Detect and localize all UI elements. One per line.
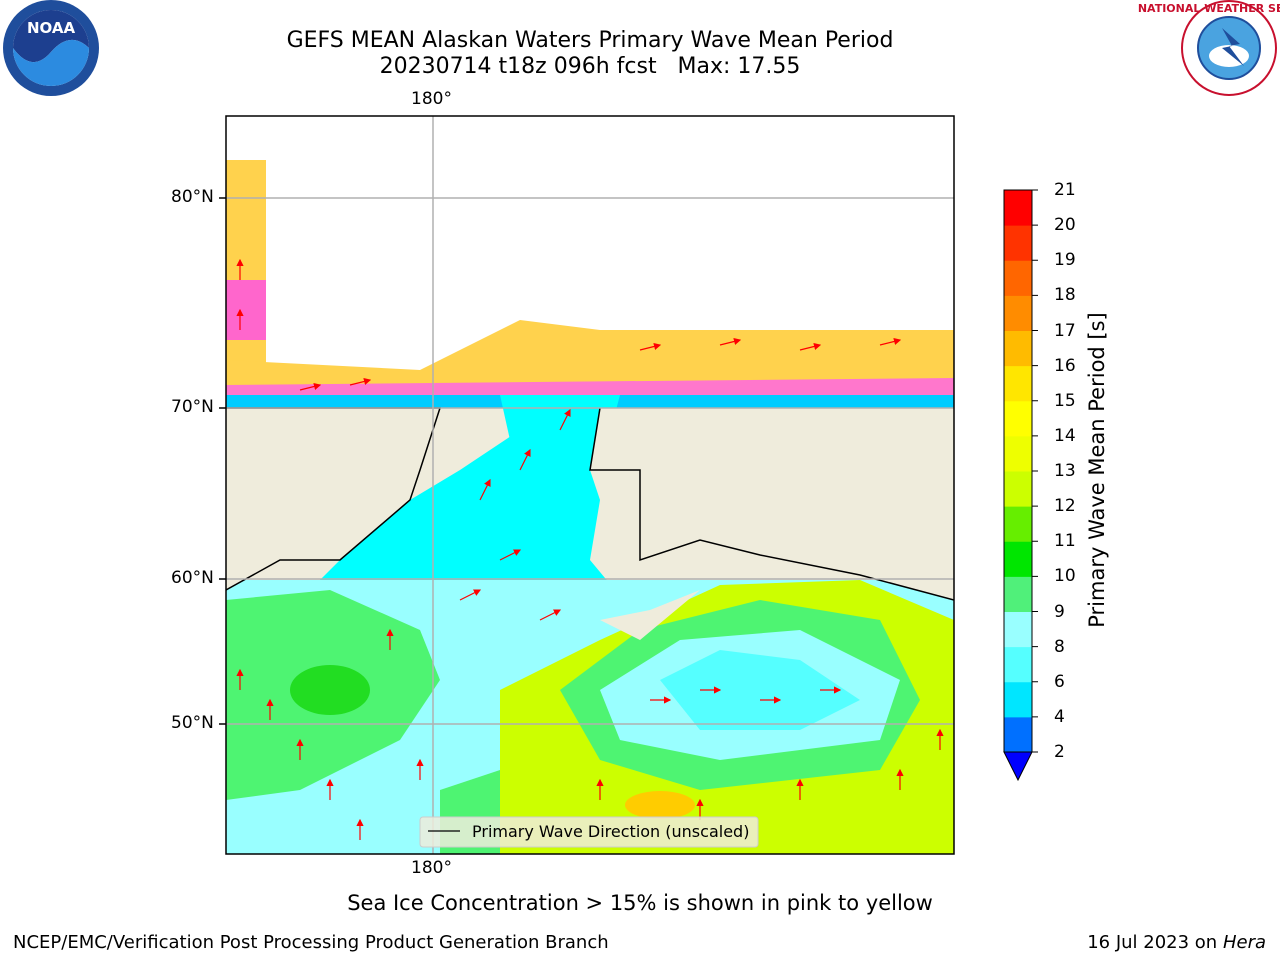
colorbar-tick-label: 20 <box>1054 215 1076 236</box>
colorbar-tick-label: 8 <box>1054 636 1065 657</box>
lat-label-80n: 80°N <box>171 187 214 207</box>
map-legend: Primary Wave Direction (unscaled) <box>419 816 759 848</box>
map-area <box>226 116 954 854</box>
colorbar-label: Primary Wave Mean Period [s] <box>1085 312 1109 628</box>
colorbar-bin <box>1004 260 1032 296</box>
colorbar-tick-label: 10 <box>1054 566 1076 587</box>
legend-label: Primary Wave Direction (unscaled) <box>472 822 749 841</box>
colorbar-tick-label: 21 <box>1054 180 1076 200</box>
lon-label-top: 180° <box>411 89 452 109</box>
lat-label-50n: 50°N <box>171 713 214 733</box>
colorbar-tick-label: 18 <box>1054 285 1076 306</box>
nws-logo: NATIONAL WEATHER SERVICE <box>1138 0 1280 96</box>
colorbar-under-triangle <box>1003 751 1033 782</box>
colorbar-tick-label: 14 <box>1054 425 1076 446</box>
colorbar-bin <box>1004 681 1032 718</box>
colorbar-tick-label: 6 <box>1054 671 1065 692</box>
colorbar-bin <box>1004 400 1032 437</box>
colorbar-tick-label: 15 <box>1054 390 1076 411</box>
nws-logo-text: NATIONAL WEATHER SERVICE <box>1138 2 1280 15</box>
colorbar-bin <box>1004 190 1032 226</box>
lat-label-60n: 60°N <box>171 568 214 588</box>
footer-host: Hera <box>1222 932 1266 953</box>
wave-direction-arrows <box>236 258 944 840</box>
colorbar-tick-label: 13 <box>1054 461 1076 481</box>
colorbar-bin <box>1004 225 1032 261</box>
sea-ice-caption: Sea Ice Concentration > 15% is shown in … <box>347 891 933 915</box>
colorbar-tick-label: 12 <box>1054 496 1076 517</box>
footer-date-text: 16 Jul 2023 on <box>1087 932 1223 953</box>
map-frame <box>225 115 955 855</box>
colorbar-bin <box>1004 646 1032 683</box>
footer-credit: NCEP/EMC/Verification Post Processing Pr… <box>13 932 609 953</box>
colorbar-bin <box>1004 541 1032 577</box>
colorbar-bin <box>1004 716 1032 753</box>
noaa-logo: NOAA <box>3 0 99 96</box>
colorbar-bin <box>1004 471 1032 507</box>
chart-subtitle: 20230714 t18z 096h fcst Max: 17.55 <box>379 54 801 79</box>
lat-label-70n: 70°N <box>171 397 214 417</box>
chart-title: GEFS MEAN Alaskan Waters Primary Wave Me… <box>286 28 894 53</box>
noaa-logo-text: NOAA <box>27 19 76 37</box>
colorbar-tick-label: 2 <box>1054 742 1065 762</box>
colorbar-bin <box>1004 611 1032 648</box>
colorbar-bin <box>1004 506 1032 542</box>
colorbar-tick-label: 4 <box>1054 706 1065 727</box>
lon-label-bottom: 180° <box>411 858 452 878</box>
footer-date: 16 Jul 2023 on Hera <box>1087 932 1266 953</box>
colorbar-tick-label: 16 <box>1054 355 1076 376</box>
colorbar-bin <box>1004 435 1032 472</box>
colorbar <box>1003 189 1038 782</box>
colorbar-bin <box>1004 365 1032 402</box>
colorbar-bin <box>1004 295 1032 331</box>
colorbar-tick-label: 9 <box>1054 601 1065 622</box>
colorbar-bin <box>1004 576 1032 612</box>
colorbar-tick-label: 19 <box>1054 250 1076 271</box>
colorbar-tick-label: 11 <box>1054 531 1076 552</box>
colorbar-bin <box>1004 330 1032 367</box>
colorbar-tick-label: 17 <box>1054 320 1076 341</box>
